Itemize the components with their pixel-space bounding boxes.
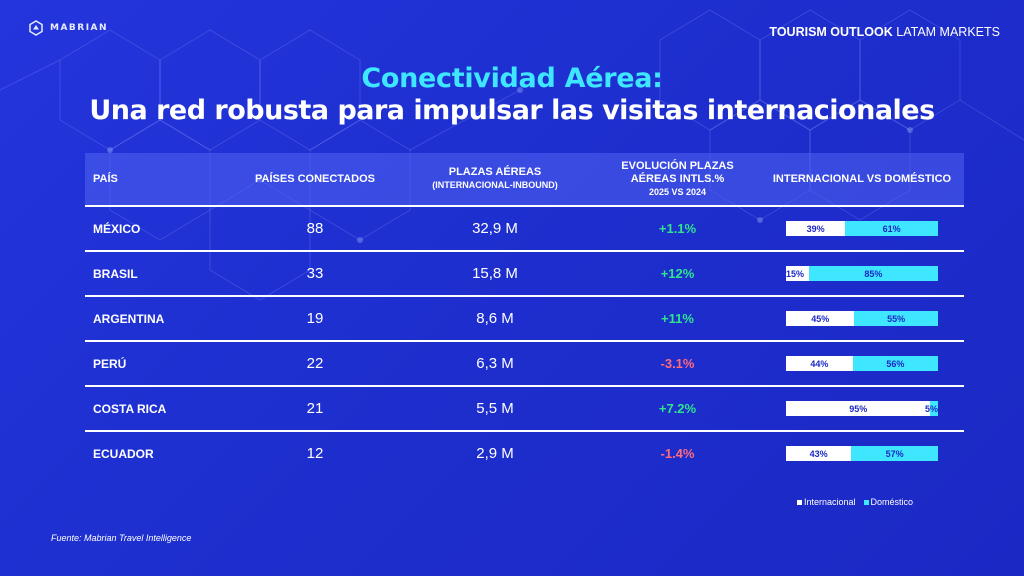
cell-plazas: 5,5 M	[476, 400, 514, 417]
brand-logo-text: MABRIAN	[50, 23, 109, 33]
bar-segment-internacional: 45%	[786, 311, 855, 326]
connectivity-table: PAÍS PAÍSES CONECTADOS PLAZAS AÉREAS (IN…	[85, 153, 964, 475]
cell-pais: COSTA RICA	[93, 401, 167, 416]
intl-vs-dom-bar: 45% 55%	[786, 311, 938, 326]
table-row: COSTA RICA 21 5,5 M +7.2% 95% 5%	[85, 385, 964, 430]
cell-comparativa: 43% 57%	[760, 446, 964, 461]
cell-plazas: 8,6 M	[476, 310, 514, 327]
chart-legend: Internacional Doméstico	[797, 497, 913, 507]
report-header-rest: LATAM MARKETS	[892, 25, 1000, 39]
header-pais: PAÍS	[93, 172, 118, 185]
cell-plazas: 2,9 M	[476, 445, 514, 462]
cell-pais: BRASIL	[93, 266, 138, 281]
header-evolucion-l2: AÉREAS INTLS.%	[630, 172, 725, 185]
cell-conectados: 88	[306, 220, 324, 237]
table-row: MÉXICO 88 32,9 M +1.1% 39% 61%	[85, 205, 964, 250]
cell-comparativa: 44% 56%	[760, 356, 964, 371]
legend-internacional: Internacional	[797, 497, 856, 507]
cell-plazas: 15,8 M	[472, 265, 518, 282]
bar-segment-internacional: 95%	[786, 401, 931, 416]
bar-segment-internacional: 44%	[786, 356, 853, 371]
header-plazas-main: PLAZAS AÉREAS	[448, 166, 542, 178]
cell-plazas: 6,3 M	[476, 355, 514, 372]
cell-comparativa: 45% 55%	[760, 311, 964, 326]
bar-segment-domestico: 55%	[854, 311, 938, 326]
cell-evolucion: -3.1%	[660, 356, 695, 371]
legend-domestico-swatch	[863, 499, 869, 505]
report-header-strong: TOURISM OUTLOOK	[769, 25, 893, 39]
bar-segment-domestico: 56%	[852, 356, 938, 371]
table-header: PAÍS PAÍSES CONECTADOS PLAZAS AÉREAS (IN…	[85, 153, 964, 205]
page-subtitle: Una red robusta para impulsar las visita…	[89, 95, 935, 126]
intl-vs-dom-bar: 95% 5%	[786, 401, 938, 416]
legend-internacional-swatch	[797, 499, 802, 505]
cell-comparativa: 95% 5%	[760, 401, 964, 416]
cell-evolucion: +12%	[660, 266, 695, 281]
legend-domestico: Doméstico	[863, 497, 914, 507]
legend-domestico-label: Doméstico	[870, 497, 914, 507]
cell-plazas: 32,9 M	[472, 220, 518, 237]
table-body: MÉXICO 88 32,9 M +1.1% 39% 61% BRASIL 33 15,8 M +…	[85, 205, 964, 475]
bar-segment-internacional: 39%	[786, 221, 846, 236]
cell-pais: PERÚ	[93, 356, 127, 371]
legend-internacional-label: Internacional	[804, 497, 856, 507]
intl-vs-dom-bar: 39% 61%	[786, 221, 938, 236]
report-header: TOURISM OUTLOOK LATAM MARKETS	[769, 25, 1000, 39]
mabrian-logo-icon	[29, 20, 43, 36]
bar-segment-domestico: 85%	[808, 266, 938, 281]
cell-pais: ARGENTINA	[93, 311, 165, 326]
cell-evolucion: +11%	[661, 311, 694, 326]
cell-conectados: 19	[306, 310, 324, 327]
header-plazas: PLAZAS AÉREAS (INTERNACIONAL-INBOUND)	[395, 166, 595, 192]
intl-vs-dom-bar: 43% 57%	[786, 446, 938, 461]
cell-comparativa: 39% 61%	[760, 221, 964, 236]
cell-conectados: 33	[306, 265, 324, 282]
bar-segment-internacional: 15%	[786, 266, 809, 281]
cell-conectados: 21	[306, 400, 324, 417]
cell-conectados: 22	[306, 355, 324, 372]
bar-segment-domestico: 57%	[851, 446, 938, 461]
table-row: ECUADOR 12 2,9 M -1.4% 43% 57%	[85, 430, 964, 475]
cell-evolucion: +1.1%	[658, 221, 697, 236]
cell-conectados: 12	[306, 445, 324, 462]
cell-pais: MÉXICO	[93, 221, 141, 236]
bar-segment-domestico: 61%	[845, 221, 938, 236]
header-evolucion: EVOLUCIÓN PLAZAS AÉREAS INTLS.% 2025 VS …	[595, 160, 760, 199]
cell-comparativa: 15% 85%	[760, 266, 964, 281]
table-row: PERÚ 22 6,3 M -3.1% 44% 56%	[85, 340, 964, 385]
cell-evolucion: +7.2%	[658, 401, 697, 416]
header-conectados: PAÍSES CONECTADOS	[255, 172, 375, 185]
table-row: BRASIL 33 15,8 M +12% 15% 85%	[85, 250, 964, 295]
cell-pais: ECUADOR	[93, 446, 154, 461]
header-evolucion-l3: 2025 VS 2024	[648, 186, 707, 197]
bar-segment-internacional: 43%	[786, 446, 852, 461]
intl-vs-dom-bar: 44% 56%	[786, 356, 938, 371]
source-note: Fuente: Mabrian Travel Intelligence	[51, 533, 192, 543]
brand-logo: MABRIAN	[28, 20, 108, 36]
intl-vs-dom-bar: 15% 85%	[786, 266, 938, 281]
bar-segment-domestico: 5%	[925, 401, 938, 416]
header-evolucion-l1: EVOLUCIÓN PLAZAS	[621, 159, 734, 172]
cell-evolucion: -1.4%	[660, 446, 695, 461]
page-title: Conectividad Aérea:	[361, 63, 663, 94]
header-comparativa: INTERNACIONAL VS DOMÉSTICO	[772, 172, 952, 185]
header-plazas-sub: (INTERNACIONAL-INBOUND)	[432, 180, 558, 190]
table-row: ARGENTINA 19 8,6 M +11% 45% 55%	[85, 295, 964, 340]
